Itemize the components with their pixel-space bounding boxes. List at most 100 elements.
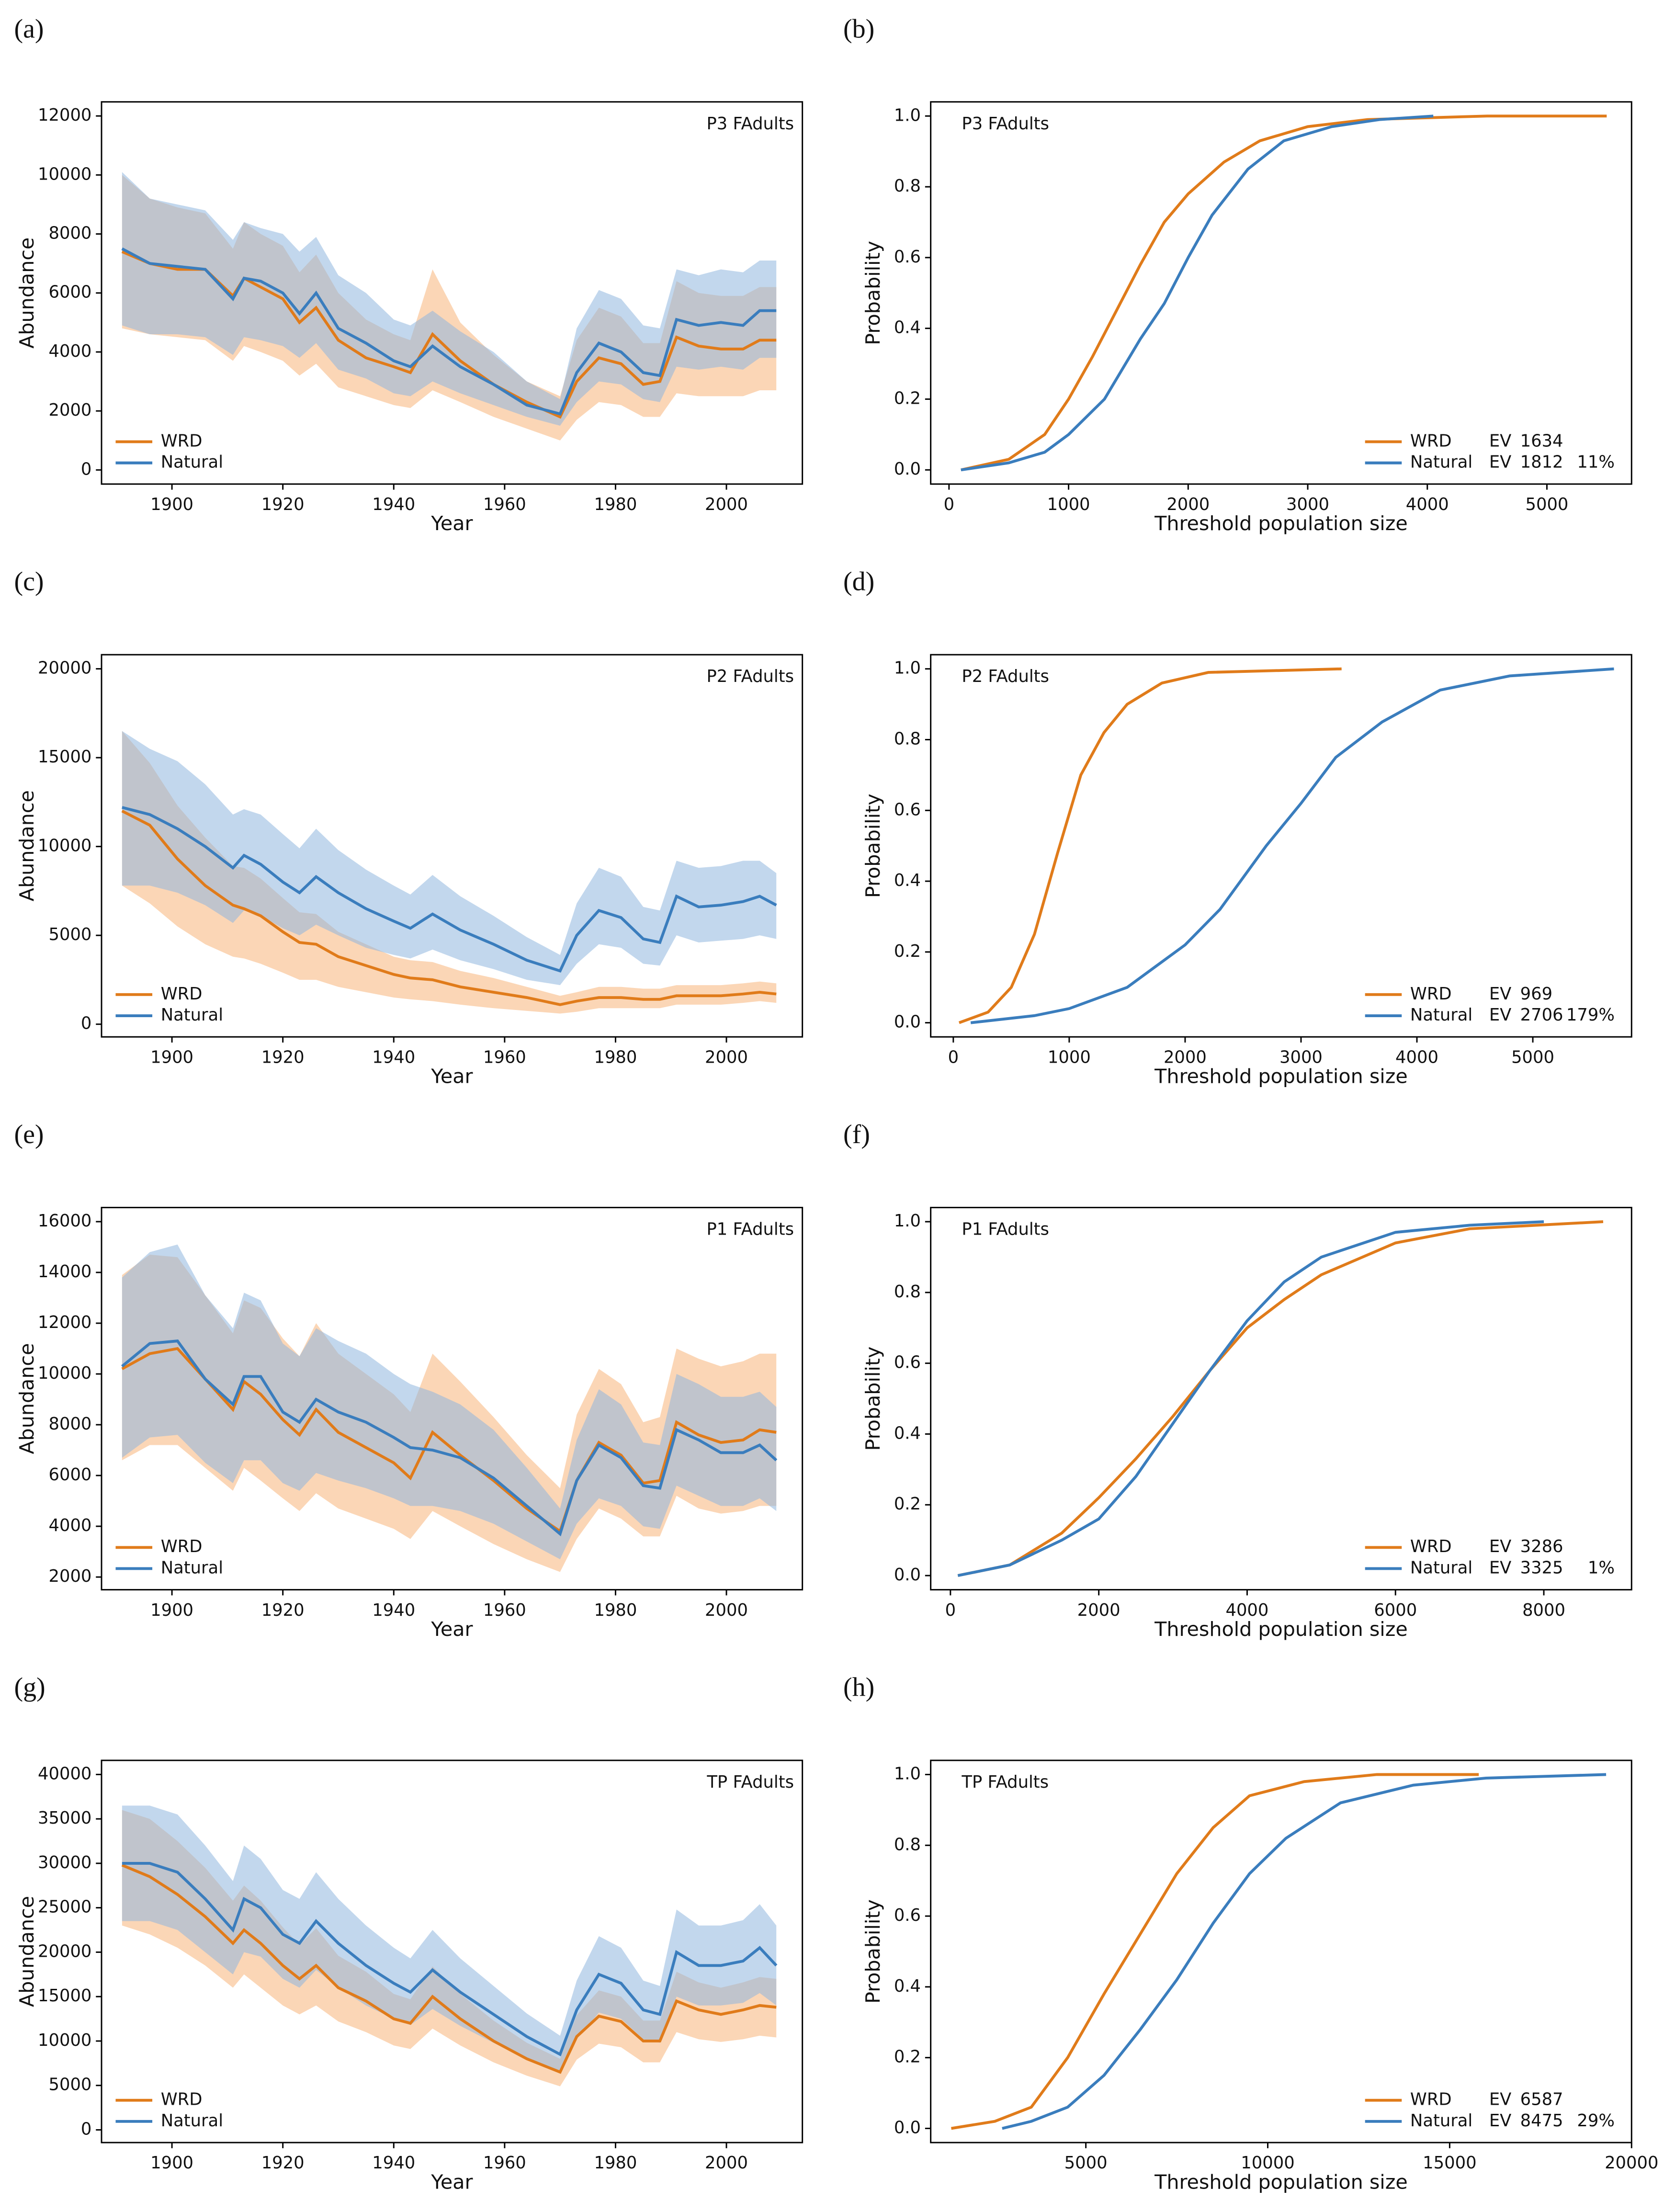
panel-label: (f) xyxy=(843,1120,870,1149)
x-tick-label: 0 xyxy=(945,1600,956,1620)
x-tick-label: 5000 xyxy=(1526,495,1569,514)
plot-area xyxy=(951,1773,1607,2130)
y-tick-label: 0.4 xyxy=(894,871,921,890)
cdf-line xyxy=(951,1773,1479,2130)
x-tick-label: 1900 xyxy=(150,495,193,514)
x-tick-label: 4000 xyxy=(1395,1047,1438,1067)
x-tick-label: 1940 xyxy=(372,1047,415,1067)
plot-frame xyxy=(930,654,1632,1038)
plot-frame xyxy=(101,654,804,1038)
plot-area xyxy=(121,172,777,441)
legend-label: Natural xyxy=(161,1005,223,1025)
plot-area xyxy=(121,1805,778,2087)
y-tick-label: 15000 xyxy=(38,747,91,767)
annotation: P2 FAdults xyxy=(706,667,794,686)
legend-ev-label: EV xyxy=(1489,2111,1512,2131)
y-tick-label: 14000 xyxy=(38,1262,91,1282)
y-tick-label: 0.2 xyxy=(894,2047,921,2067)
band xyxy=(122,1810,777,2087)
x-tick-label: 0 xyxy=(944,495,954,514)
panel-label: (g) xyxy=(14,1673,45,1702)
x-tick-label: 2000 xyxy=(705,2153,748,2173)
panel: (b) 0 1000 2000 3000 4000 5000 0.0 0.2 0.4 0.6 0.8 1… xyxy=(843,14,1632,535)
x-tick-label: 1000 xyxy=(1047,495,1090,514)
band xyxy=(122,1805,777,2073)
cdf-line xyxy=(961,114,1607,472)
y-tick-label: 0.2 xyxy=(894,942,921,961)
cdf-line xyxy=(1002,1773,1607,2130)
x-tick-label: 2000 xyxy=(1166,495,1210,514)
x-tick-label: 1980 xyxy=(594,1047,637,1067)
legend-ev-label: EV xyxy=(1489,1537,1512,1556)
legend-ev-label: EV xyxy=(1489,984,1512,1004)
x-axis-label: Year xyxy=(430,2170,473,2193)
y-axis-label: Probability xyxy=(861,241,884,345)
legend-label: WRD xyxy=(161,1537,203,1556)
annotation: P1 FAdults xyxy=(706,1220,794,1239)
panel: (f) 0 2000 4000 6000 8000 0.0 0.2 0.4 0.6 0.8 1.0 Th… xyxy=(843,1120,1632,1641)
x-tick-label: 5000 xyxy=(1064,2153,1108,2173)
cdf-line xyxy=(958,667,1342,1024)
annotation: P2 FAdults xyxy=(962,667,1049,686)
y-tick-label: 0.6 xyxy=(894,247,921,267)
legend-label: Natural xyxy=(1410,2111,1472,2131)
y-axis-label: Probability xyxy=(861,794,884,898)
legend-difference: 179% xyxy=(1566,1005,1615,1025)
y-tick-label: 35000 xyxy=(38,1808,91,1828)
x-tick-label: 1940 xyxy=(372,495,415,514)
x-tick-label: 2000 xyxy=(705,495,748,514)
y-axis-label: Abundance xyxy=(15,1343,38,1454)
y-tick-label: 0 xyxy=(81,459,91,479)
legend-label: Natural xyxy=(1410,1005,1472,1025)
y-tick-label: 1.0 xyxy=(894,1764,921,1783)
legend-ev-value: 969 xyxy=(1520,984,1552,1004)
x-tick-label: 2000 xyxy=(705,1047,748,1067)
y-tick-label: 40000 xyxy=(38,1764,91,1783)
x-tick-label: 8000 xyxy=(1522,1600,1565,1620)
line xyxy=(121,809,777,1006)
legend-label: Natural xyxy=(161,1558,223,1577)
x-tick-label: 4000 xyxy=(1406,495,1449,514)
legend-ev-label: EV xyxy=(1489,453,1512,472)
plot-area xyxy=(957,1220,1604,1577)
x-tick-label: 1960 xyxy=(483,1600,526,1620)
x-axis-label: Year xyxy=(430,1065,473,1088)
x-tick-label: 0 xyxy=(948,1047,959,1067)
x-tick-label: 1920 xyxy=(261,1047,305,1067)
panel: (h) 5000 10000 15000 20000 0.0 0.2 0.4 0.6 0.8 1.0… xyxy=(843,1673,1658,2194)
x-tick-label: 1960 xyxy=(483,2153,526,2173)
x-axis-label: Threshold population size xyxy=(1154,512,1408,535)
panel-label: (e) xyxy=(14,1120,44,1149)
y-tick-label: 0.6 xyxy=(894,1353,921,1373)
y-tick-label: 0.0 xyxy=(894,2118,921,2137)
y-tick-label: 0 xyxy=(81,2120,91,2139)
y-tick-label: 30000 xyxy=(38,1853,91,1872)
y-tick-label: 0.4 xyxy=(894,318,921,338)
plot-frame xyxy=(930,1759,1632,2144)
x-tick-label: 1900 xyxy=(150,1600,193,1620)
y-tick-label: 0.4 xyxy=(894,1976,921,1996)
x-tick-label: 5000 xyxy=(1511,1047,1554,1067)
plot-area xyxy=(121,731,777,1014)
y-tick-label: 4000 xyxy=(48,341,91,361)
annotation: TP FAdults xyxy=(706,1772,794,1792)
legend-ev-value: 3286 xyxy=(1520,1537,1563,1556)
legend-difference: 29% xyxy=(1577,2111,1615,2131)
annotation: P3 FAdults xyxy=(706,114,794,134)
y-tick-label: 10000 xyxy=(38,1363,91,1383)
x-tick-label: 1960 xyxy=(483,495,526,514)
legend-difference: 1% xyxy=(1588,1558,1615,1577)
y-tick-label: 6000 xyxy=(48,283,91,302)
panel: (a) 1900 1920 1940 1960 1980 2000 0 2000 4000 6000… xyxy=(14,14,804,535)
y-tick-label: 0 xyxy=(81,1014,91,1033)
y-tick-label: 12000 xyxy=(38,105,91,125)
x-tick-label: 3000 xyxy=(1279,1047,1323,1067)
legend-ev-label: EV xyxy=(1489,431,1512,451)
x-tick-label: 10000 xyxy=(1241,2153,1294,2173)
panel: (e) 1900 1920 1940 1960 1980 2000 2000 4000 6000 8… xyxy=(14,1120,804,1641)
y-tick-label: 0.6 xyxy=(894,1906,921,1925)
plot-frame xyxy=(101,1759,804,2144)
panel: (d) 0 1000 2000 3000 4000 5000 0.0 0.2 0.4 0.6 0.8 1… xyxy=(843,567,1632,1088)
panel: (c)1900 1920 1940 1960 1980 20000500010000150… xyxy=(14,567,804,1088)
